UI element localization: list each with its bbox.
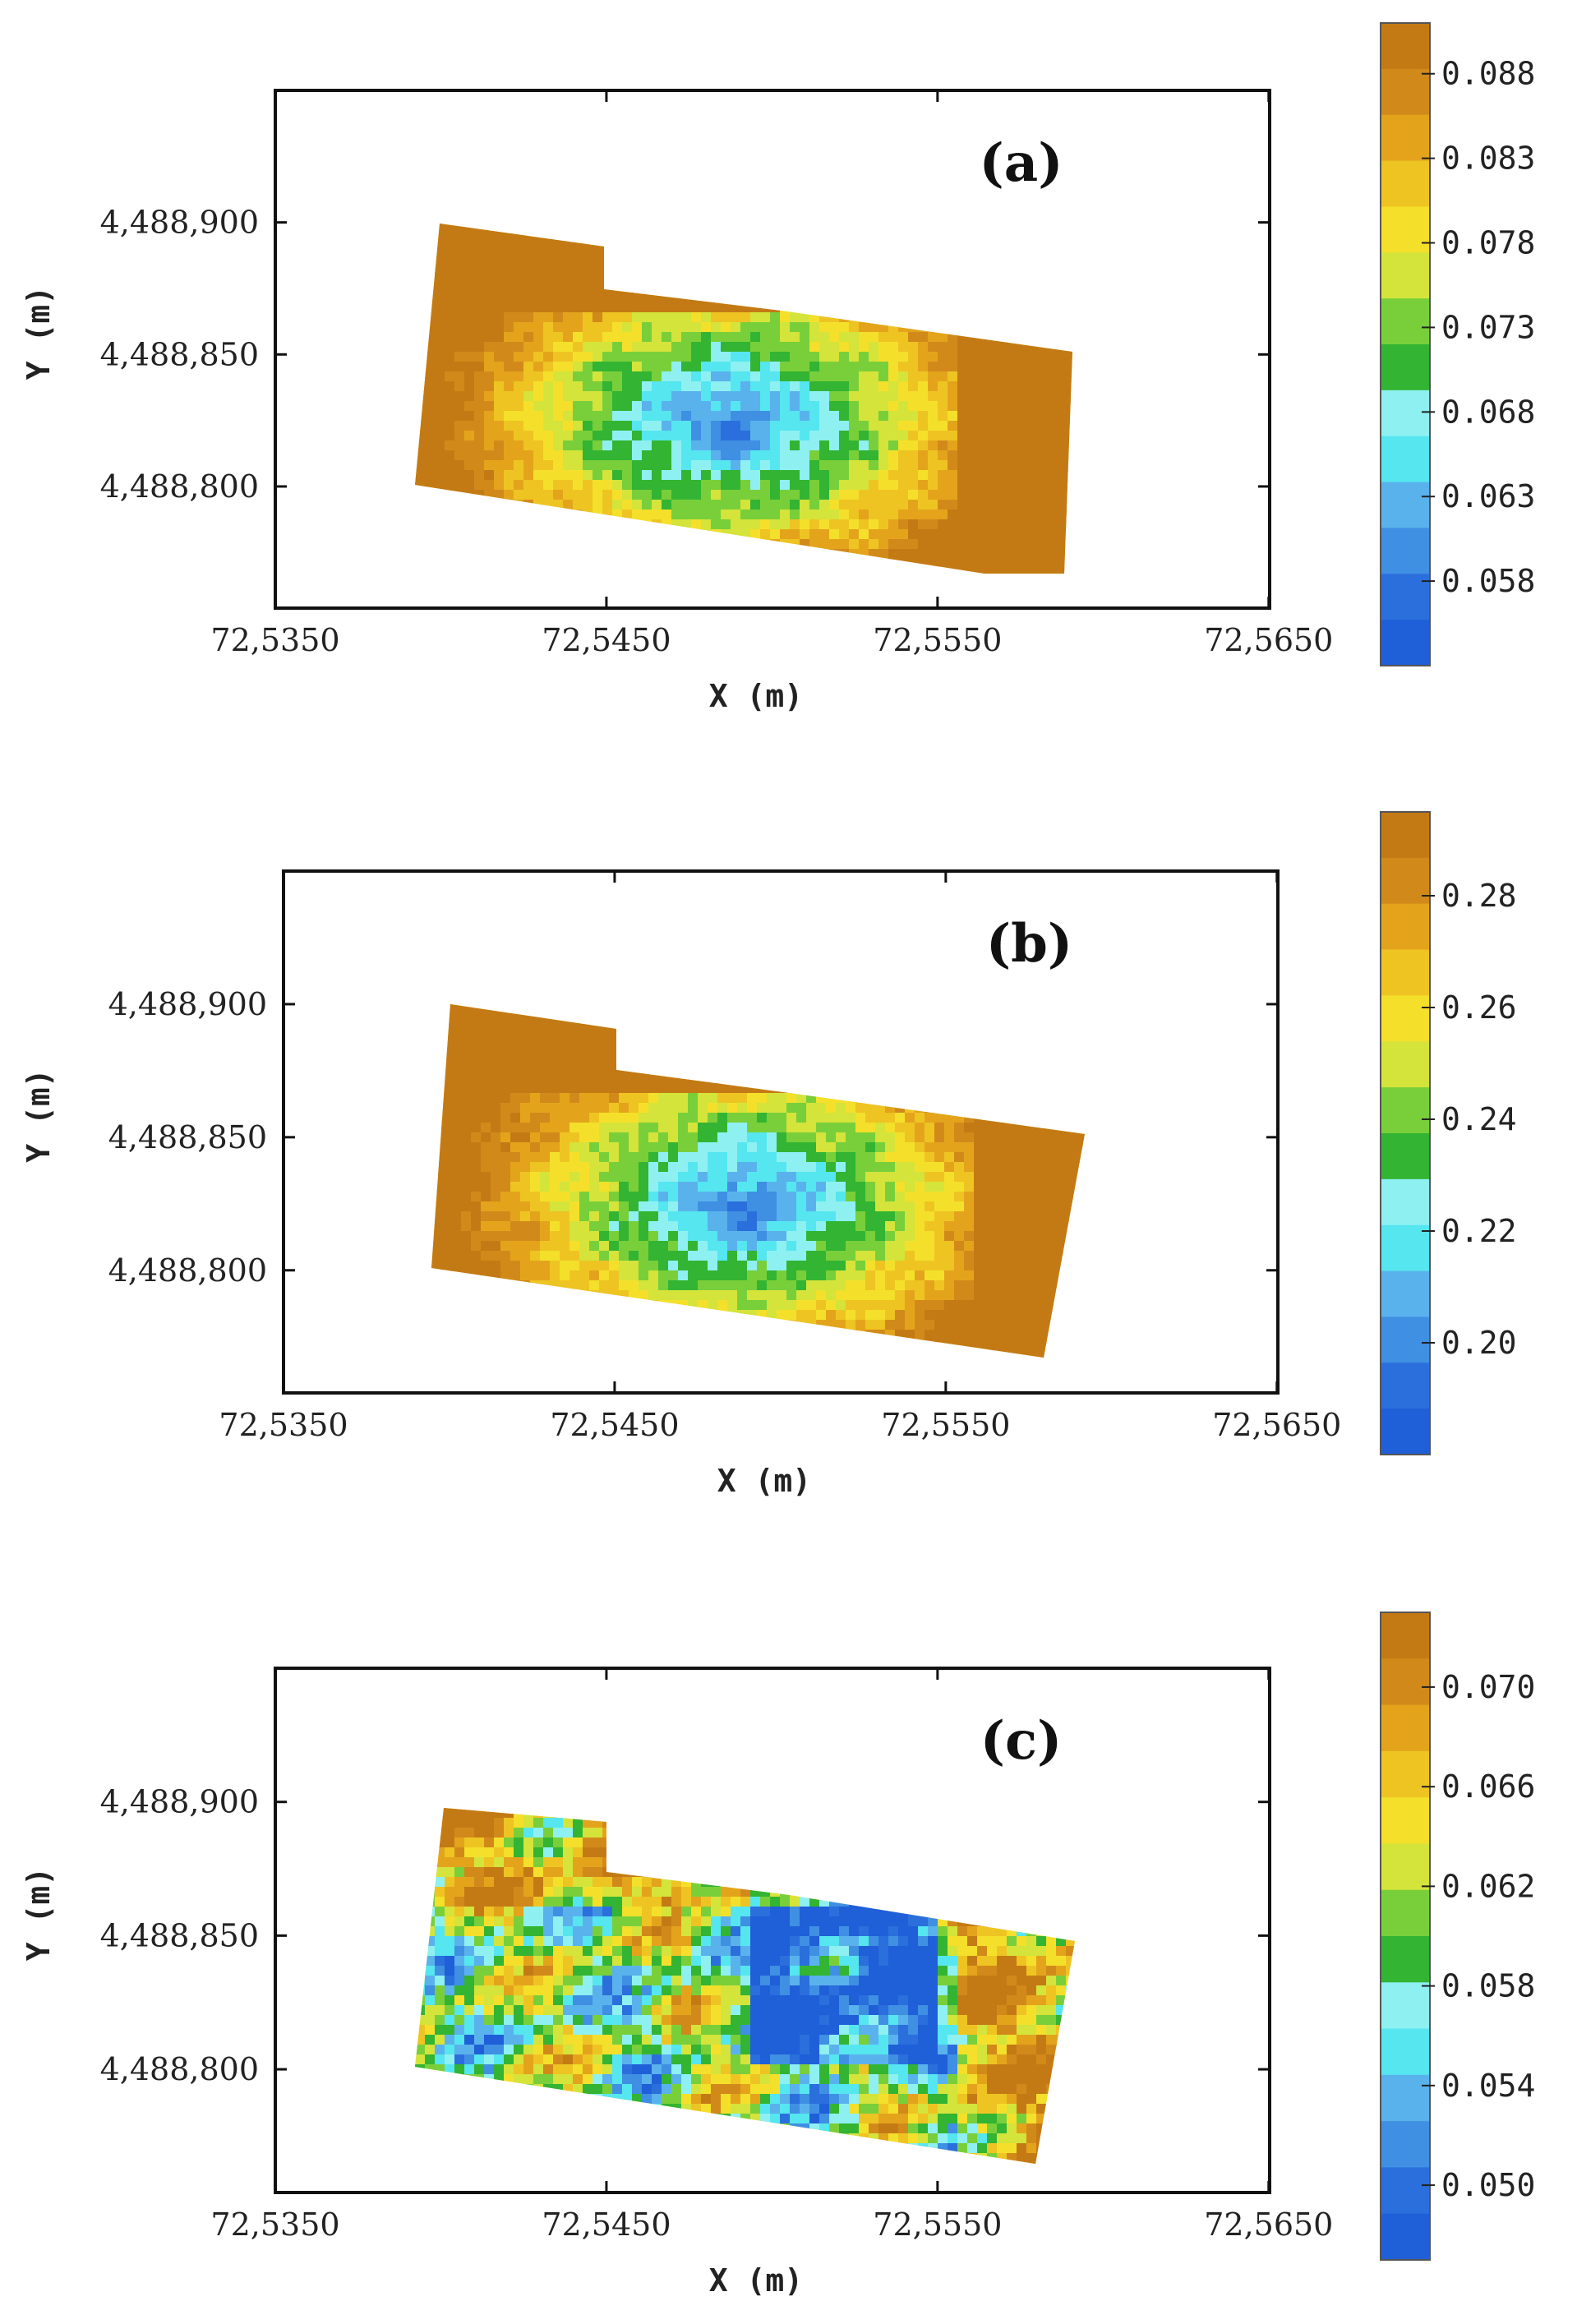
x-tick-label: 72,5450 <box>542 2206 671 2243</box>
x-tick-label: 72,5550 <box>873 622 1002 658</box>
colorbar-swatch <box>1381 1270 1430 1318</box>
colorbar-swatch <box>1381 1087 1430 1134</box>
colorbar-tick-label: 0.083 <box>1441 141 1535 177</box>
y-tick-label: 4,488,800 <box>100 468 259 505</box>
colorbar-swatch <box>1381 812 1430 859</box>
colorbar-swatch <box>1381 1316 1430 1364</box>
panel-2: 72,5350 72,5450 72,5550 72,5650 4,488,900 4,4… <box>21 811 1517 1499</box>
x-tick-label: 72,5450 <box>550 1407 679 1443</box>
y-axis-label: Y (m) <box>21 286 57 380</box>
colorbar-tick-label: 0.073 <box>1441 309 1535 345</box>
colorbar-tick-label: 0.054 <box>1441 2068 1535 2104</box>
colorbar-swatch <box>1381 2167 1430 2215</box>
colorbar-swatch <box>1381 1409 1430 1455</box>
colorbar-swatch <box>1381 1612 1430 1660</box>
colorbar-swatch <box>1381 1936 1430 1984</box>
colorbar-tick-label: 0.058 <box>1441 1968 1535 2004</box>
y-tick-label: 4,488,900 <box>108 986 267 1022</box>
colorbar: 0.28 0.26 0.24 0.22 0.20 <box>1380 811 1517 1455</box>
colorbar-tick-label: 0.058 <box>1441 563 1535 599</box>
colorbar-swatch <box>1381 1797 1430 1845</box>
colorbar-frame <box>1380 1612 1431 2261</box>
x-tick-label: 72,5650 <box>1204 2206 1333 2243</box>
y-tick-label: 4,488,850 <box>100 1917 259 1953</box>
colorbar-tick-label: 0.050 <box>1441 2167 1535 2203</box>
colorbar-swatch <box>1381 344 1430 391</box>
x-tick-label: 72,5350 <box>210 2206 339 2243</box>
y-tick-label: 4,488,800 <box>108 1252 267 1289</box>
colorbar-swatch <box>1381 620 1430 666</box>
colorbar-swatch <box>1381 1178 1430 1226</box>
colorbar-swatch <box>1381 23 1430 70</box>
x-tick-label: 72,5650 <box>1212 1407 1341 1443</box>
colorbar-swatch <box>1381 1133 1430 1180</box>
colorbar-swatch <box>1381 2121 1430 2169</box>
colorbar-swatch <box>1381 528 1430 575</box>
y-tick-label: 4,488,800 <box>100 2051 259 2087</box>
x-tick-label: 72,5550 <box>873 2206 1002 2243</box>
colorbar-swatch <box>1381 1224 1430 1272</box>
panel-1: 72,5350 72,5450 72,5550 72,5650 4,488,900 4,4… <box>21 22 1535 714</box>
colorbar-tick-label: 0.062 <box>1441 1868 1535 1904</box>
colorbar-swatch <box>1381 1889 1430 1937</box>
y-tick-label: 4,488,850 <box>100 336 259 372</box>
colorbar-swatch <box>1381 2213 1430 2261</box>
x-tick-label: 72,5350 <box>210 622 339 658</box>
colorbar-swatch <box>1381 1982 1430 2030</box>
y-axis-label: Y (m) <box>21 1867 57 1961</box>
colorbar-swatch <box>1381 436 1430 483</box>
colorbar-tick-label: 0.063 <box>1441 478 1535 514</box>
colorbar-swatch <box>1381 1041 1430 1089</box>
colorbar-tick-label: 0.20 <box>1441 1325 1517 1361</box>
colorbar-swatch <box>1381 2074 1430 2123</box>
y-tick-label: 4,488,850 <box>108 1119 267 1155</box>
colorbar-swatch <box>1381 1843 1430 1891</box>
colorbar-swatch <box>1381 857 1430 905</box>
colorbar-tick-label: 0.088 <box>1441 56 1535 92</box>
colorbar-swatch <box>1381 949 1430 997</box>
colorbar-swatch <box>1381 1750 1430 1799</box>
x-axis-label: X (m) <box>717 1463 811 1499</box>
colorbar-tick-label: 0.066 <box>1441 1768 1535 1805</box>
colorbar: 0.070 0.066 0.062 0.058 0.054 0.050 <box>1380 1612 1535 2261</box>
colorbar-tick-label: 0.24 <box>1441 1101 1517 1137</box>
panel-label: (a) <box>979 132 1063 194</box>
colorbar-swatch <box>1381 390 1430 437</box>
x-axis-label: X (m) <box>709 2262 803 2299</box>
x-axis-label: X (m) <box>709 678 803 714</box>
colorbar-tick-label: 0.070 <box>1441 1669 1535 1705</box>
x-tick-label: 72,5450 <box>542 622 671 658</box>
panel-label: (b) <box>986 913 1072 975</box>
colorbar-swatch <box>1381 2028 1430 2076</box>
colorbar-swatch <box>1381 252 1430 300</box>
colorbar: 0.088 0.083 0.078 0.073 0.068 0.063 0.058 <box>1380 22 1535 666</box>
colorbar-frame <box>1380 811 1431 1455</box>
colorbar-swatch <box>1381 482 1430 529</box>
panel-label: (c) <box>980 1710 1063 1772</box>
colorbar-swatch <box>1381 206 1430 254</box>
x-tick-label: 72,5650 <box>1204 622 1333 658</box>
colorbar-swatch <box>1381 1363 1430 1410</box>
y-axis-label: Y (m) <box>21 1068 57 1162</box>
colorbar-swatch <box>1381 114 1430 162</box>
colorbar-swatch <box>1381 298 1430 345</box>
y-tick-label: 4,488,900 <box>100 1784 259 1820</box>
y-tick-label: 4,488,900 <box>100 205 259 241</box>
colorbar-tick-label: 0.28 <box>1441 878 1517 914</box>
colorbar-swatch <box>1381 1704 1430 1752</box>
colorbar-swatch <box>1381 995 1430 1043</box>
colorbar-swatch <box>1381 68 1430 116</box>
colorbar-tick-label: 0.078 <box>1441 225 1535 261</box>
x-tick-label: 72,5350 <box>219 1407 348 1443</box>
colorbar-frame <box>1380 22 1431 666</box>
colorbar-swatch <box>1381 1658 1430 1706</box>
x-tick-label: 72,5550 <box>881 1407 1010 1443</box>
colorbar-tick-label: 0.22 <box>1441 1213 1517 1249</box>
colorbar-tick-label: 0.26 <box>1441 989 1517 1026</box>
colorbar-swatch <box>1381 903 1430 951</box>
colorbar-swatch <box>1381 160 1430 208</box>
panel-3: 72,5350 72,5450 72,5550 72,5650 4,488,900 4,4… <box>21 1612 1535 2299</box>
colorbar-tick-label: 0.068 <box>1441 394 1535 430</box>
